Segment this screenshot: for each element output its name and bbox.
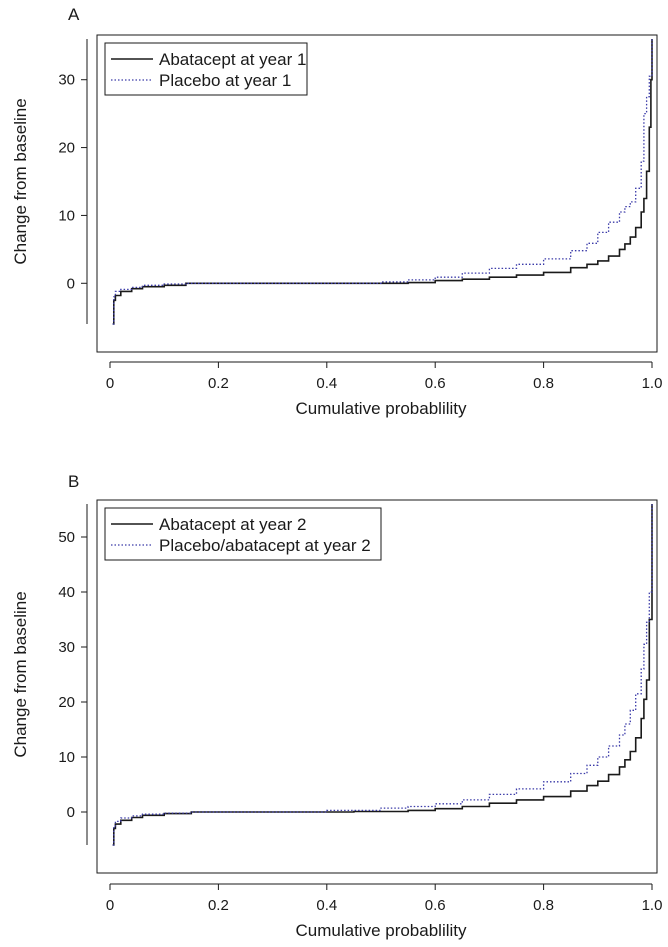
x-tick-label: 0.6: [425, 897, 446, 914]
x-tick-label: 0: [106, 375, 114, 392]
x-tick-label: 1.0: [642, 375, 663, 392]
chart-panel-a: A 0 0.2 0.4 0.6 0.8 1.0 Cumulative probablility…: [11, 5, 662, 418]
y-axis-label: Change from baseline: [11, 591, 30, 757]
x-tick-label: 0.4: [316, 897, 337, 914]
series-line-abatacept: [112, 39, 653, 325]
legend-box: [104, 507, 382, 561]
y-tick-label: 20: [58, 694, 75, 711]
legend-label: Placebo at year 1: [159, 71, 291, 90]
legend: Abatacept at year 2 Placebo/abatacept at …: [104, 507, 382, 561]
plot-frame: [96, 34, 658, 353]
x-tick-label: 0.2: [208, 375, 229, 392]
y-tick-label: 30: [58, 639, 75, 656]
series-line-placebo: [112, 504, 653, 846]
y-tick-label: 20: [58, 140, 75, 157]
x-tick-label: 0.6: [425, 375, 446, 392]
x-axis-label: Cumulative probablility: [295, 921, 467, 940]
x-tick-label: 1.0: [642, 897, 663, 914]
y-tick-label: 10: [58, 749, 75, 766]
x-axis-label: Cumulative probablility: [295, 399, 467, 418]
x-tick-label: 0.8: [533, 897, 554, 914]
y-tick-label: 0: [67, 804, 75, 821]
chart-panel-b: B 0 0.2 0.4 0.6 0.8 1.0 Cumulative probablility…: [11, 472, 662, 940]
series-line-placebo: [112, 39, 653, 325]
y-tick-label: 40: [58, 584, 75, 601]
legend-label: Placebo/abatacept at year 2: [159, 536, 371, 555]
x-tick-label: 0.4: [316, 375, 337, 392]
legend-label: Abatacept at year 1: [159, 50, 306, 69]
y-tick-label: 50: [58, 529, 75, 546]
x-tick-label: 0: [106, 897, 114, 914]
y-tick-label: 10: [58, 207, 75, 224]
x-tick-label: 0.8: [533, 375, 554, 392]
y-axis-label: Change from baseline: [11, 98, 30, 264]
legend: Abatacept at year 1 Placebo at year 1: [104, 42, 308, 96]
series-line-abatacept: [112, 504, 653, 846]
y-tick-label: 0: [67, 275, 75, 292]
y-tick-label: 30: [58, 72, 75, 89]
panel-label: A: [68, 5, 80, 24]
legend-label: Abatacept at year 2: [159, 515, 306, 534]
plot-frame: [96, 499, 658, 874]
panel-label: B: [68, 472, 79, 491]
x-tick-label: 0.2: [208, 897, 229, 914]
legend-box: [104, 42, 308, 96]
